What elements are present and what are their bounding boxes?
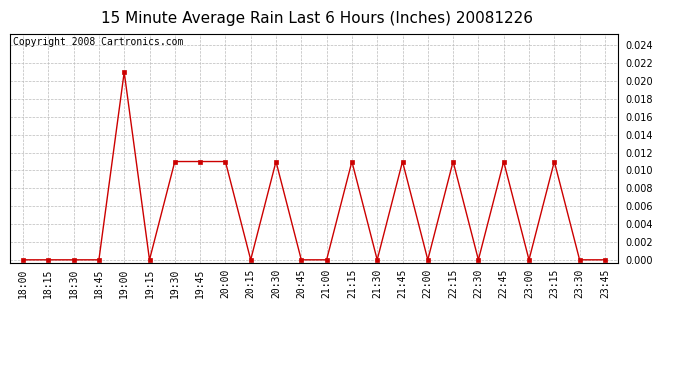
Text: Copyright 2008 Cartronics.com: Copyright 2008 Cartronics.com (13, 37, 184, 47)
Text: 15 Minute Average Rain Last 6 Hours (Inches) 20081226: 15 Minute Average Rain Last 6 Hours (Inc… (101, 11, 533, 26)
